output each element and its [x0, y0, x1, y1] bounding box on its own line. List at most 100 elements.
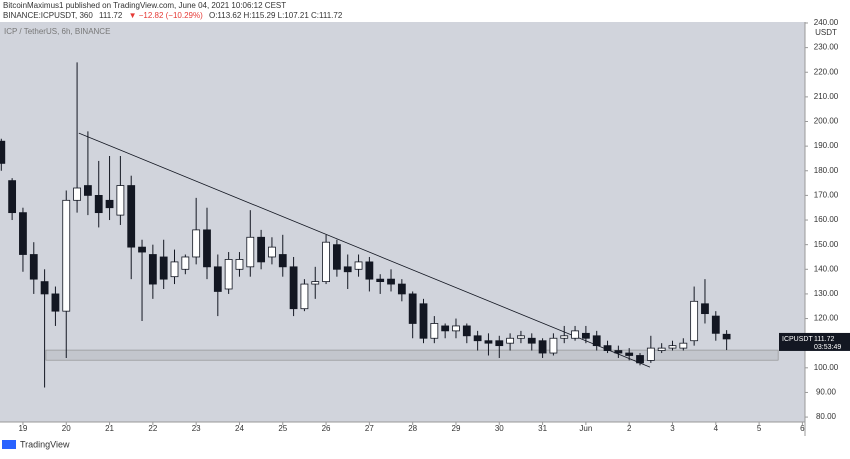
y-tick-label: 90.00: [816, 388, 837, 397]
candle-body: [8, 180, 17, 214]
candle-body: [73, 187, 81, 201]
candle-body: [213, 266, 222, 292]
candle-body: [127, 185, 136, 248]
y-tick-label: 100.00: [814, 363, 839, 372]
logo: [2, 440, 16, 449]
support-zone: [45, 349, 779, 361]
candle-body: [289, 266, 298, 310]
x-tick-label: 4: [714, 424, 719, 433]
candle-body: [19, 212, 27, 255]
y-tick-label: 160.00: [814, 215, 839, 224]
candle-body: [462, 325, 471, 337]
x-tick-label: 30: [495, 424, 504, 433]
x-tick-label: 25: [278, 424, 287, 433]
candle-body: [690, 300, 699, 342]
y-tick-label: 190.00: [814, 141, 839, 150]
candle-body: [527, 337, 536, 344]
y-tick-label: 200.00: [814, 117, 839, 126]
candle-body: [592, 335, 601, 347]
price-label-box: [779, 332, 850, 351]
candle-body: [29, 254, 38, 280]
x-tick-label: 21: [105, 424, 114, 433]
candle-body: [430, 323, 439, 339]
candle-body: [278, 254, 287, 268]
candle-body: [408, 293, 417, 324]
candle-body: [419, 303, 428, 339]
x-tick-label: 23: [192, 424, 201, 433]
candle-body: [722, 333, 731, 340]
candle-body: [138, 246, 146, 253]
countdown: 03:53:49: [814, 344, 841, 351]
candle-body: [148, 254, 157, 285]
candle-body: [40, 281, 49, 295]
x-tick-label: Jun: [579, 424, 592, 433]
candle-body: [711, 315, 720, 334]
candle-body: [701, 303, 709, 315]
candle-body: [484, 340, 493, 344]
symbol: BINANCE:ICPUSDT, 360: [3, 11, 93, 20]
change: ▼ −12.82 (−10.29%): [129, 11, 204, 20]
candle-body: [473, 335, 482, 342]
y-tick-label: 170.00: [814, 191, 839, 200]
candle-body: [170, 261, 179, 278]
unit: USDT: [815, 28, 837, 37]
candle-body: [387, 278, 395, 285]
y-tick-label: 220.00: [814, 67, 839, 76]
candle-body: [343, 266, 352, 273]
candle-body: [571, 330, 579, 339]
candle-body: [560, 335, 569, 339]
candle-body: [332, 244, 341, 270]
y-tick-label: 230.00: [814, 43, 839, 52]
candle-body: [603, 345, 612, 351]
legend-text: ICP / TetherUS, 6h, BINANCE: [4, 27, 110, 36]
candle-body: [365, 261, 374, 280]
candle-body: [495, 340, 504, 347]
candle-body: [452, 325, 460, 332]
candle-body: [257, 236, 266, 263]
y-tick-label: 80.00: [816, 412, 837, 421]
candle-body: [51, 293, 60, 312]
brand: TradingView: [20, 439, 70, 449]
candle-body: [397, 283, 406, 295]
header-line: BINANCE:ICPUSDT, 360 111.72 ▼ −12.82 (−1…: [3, 11, 343, 20]
candle-body: [581, 332, 590, 339]
x-tick-label: 31: [538, 424, 547, 433]
candle-body: [538, 340, 547, 354]
x-tick-label: 5: [757, 424, 762, 433]
x-tick-label: 28: [408, 424, 417, 433]
candle-body: [235, 259, 244, 270]
price-value: 111.72: [814, 336, 834, 343]
candle-body: [636, 355, 644, 364]
candle-body: [668, 345, 677, 349]
y-tick-label: 180.00: [814, 166, 839, 175]
candle-body: [657, 347, 666, 351]
y-tick-label: 130.00: [814, 289, 839, 298]
candle-body: [105, 199, 114, 209]
candle-body: [300, 283, 309, 310]
ohlc: O:113.62 H:115.29 L:107.21 C:111.72: [209, 11, 343, 20]
candle-body: [322, 241, 330, 283]
x-tick-label: 22: [148, 424, 157, 433]
last-price: 111.72: [99, 11, 123, 20]
candle-body: [246, 236, 255, 268]
y-tick-label: 240.00: [814, 18, 839, 27]
x-tick-label: 20: [62, 424, 71, 433]
candle-body: [94, 194, 103, 214]
candle-body: [549, 337, 558, 354]
x-tick-label: 29: [452, 424, 461, 433]
candle-body: [646, 347, 655, 361]
candle-body: [192, 229, 201, 258]
price-symbol: ICPUSDT: [782, 336, 813, 343]
candle-body: [441, 325, 450, 332]
candle-body: [181, 256, 190, 270]
candle-body: [116, 185, 125, 216]
candle-body: [311, 281, 320, 285]
candle-body: [517, 335, 525, 339]
candle-body: [679, 342, 688, 349]
candle-body: [354, 261, 363, 270]
x-tick-label: 3: [670, 424, 675, 433]
y-tick-label: 210.00: [814, 92, 839, 101]
y-tick-label: 140.00: [814, 264, 839, 273]
